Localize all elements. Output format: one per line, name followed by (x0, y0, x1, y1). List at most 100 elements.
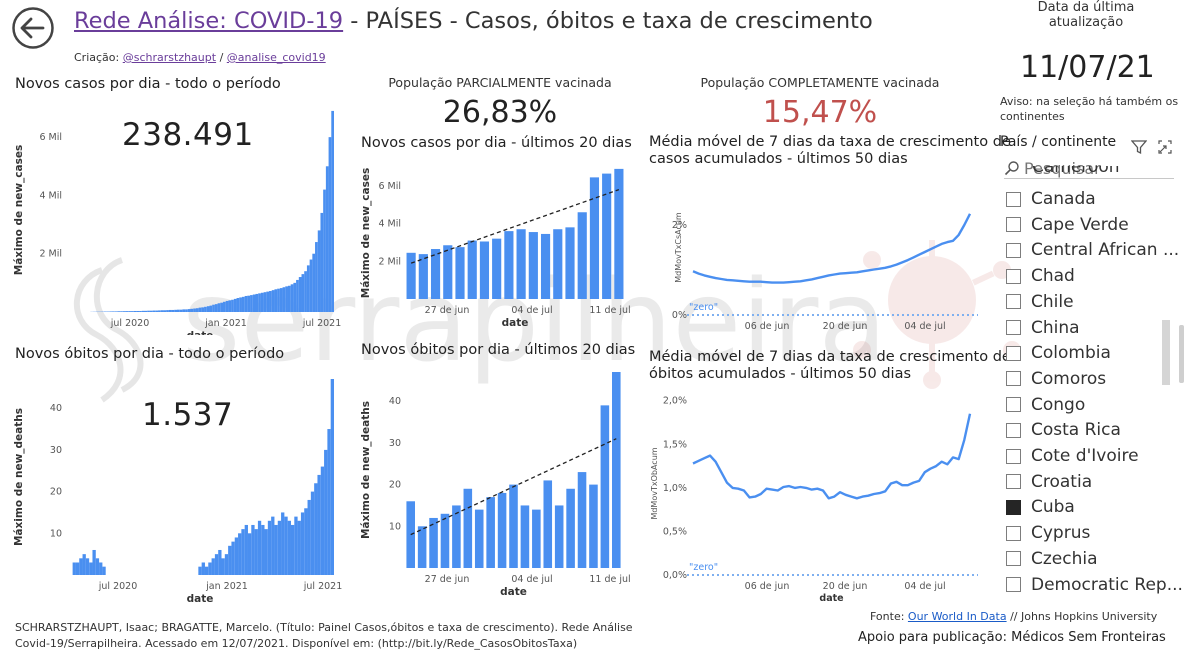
bar (553, 229, 563, 299)
slicer-item[interactable]: Chad (1006, 265, 1075, 287)
cases-total-title: Novos casos por dia - todo o período (15, 76, 281, 92)
bar (528, 232, 538, 299)
bar (190, 308, 194, 312)
slicer-checkbox[interactable] (1006, 577, 1021, 592)
deaths-20d-chart: 10 20 30 40 27 de jun 04 de jul 11 de jul date M… (360, 372, 631, 598)
slicer-item[interactable]: Congo (1006, 394, 1085, 416)
bar (231, 541, 235, 575)
slicer-checkbox[interactable] (1006, 268, 1021, 284)
bar (204, 306, 207, 312)
x-axis-title: date (819, 593, 843, 604)
owid-link[interactable]: Our World In Data (907, 610, 1007, 623)
search-input[interactable] (1024, 158, 1164, 178)
slicer-item-label: Cyprus (1031, 523, 1091, 544)
slicer-item[interactable]: Croatia (1006, 471, 1092, 493)
y-tick-label: 0,0% (663, 570, 687, 581)
slicer-item[interactable]: Central African ... (1006, 239, 1179, 261)
slicer-partial-item-label: Cameroon (1032, 166, 1120, 177)
slicer-checkbox[interactable] (1006, 525, 1021, 541)
bar (233, 298, 237, 312)
bar (304, 508, 308, 575)
slicer-checkbox[interactable] (1006, 448, 1021, 464)
bar (144, 310, 148, 312)
update-label-line2: atualização (1048, 15, 1124, 30)
bar (327, 429, 331, 575)
bar (589, 177, 600, 299)
bar (139, 310, 142, 312)
slicer-checkbox[interactable] (1006, 191, 1021, 207)
growth-cases-title-line1: Média móvel de 7 dias da taxa de crescim… (649, 134, 1011, 150)
bar (147, 310, 150, 312)
slicer-item[interactable]: Czechia (1006, 548, 1098, 570)
bar (85, 558, 90, 575)
slicer-item[interactable]: Canada (1006, 188, 1096, 210)
y-tick-label: 2% (672, 220, 687, 231)
credit-prefix: Criação: (74, 51, 123, 64)
slicer-item[interactable]: Comoros (1006, 368, 1106, 390)
y-axis-title: MdMovTxCsAcum (674, 212, 683, 283)
bar (315, 242, 318, 312)
slicer-checkbox[interactable] (1006, 551, 1021, 567)
slicer-item[interactable]: China (1006, 317, 1080, 339)
slicer-item[interactable]: Costa Rica (1006, 419, 1121, 441)
slicer-item[interactable]: Chile (1006, 291, 1074, 313)
slicer-search[interactable] (1004, 158, 1174, 179)
y-tick-label: 6 Mil (39, 132, 62, 143)
bar (136, 310, 140, 312)
slicer-scrollbar[interactable] (1179, 325, 1184, 383)
slicer-checkbox[interactable] (1006, 345, 1021, 361)
slicer-item[interactable]: Cyprus (1006, 522, 1090, 544)
bar (89, 562, 93, 575)
y-tick-label: 10 (389, 521, 401, 532)
slicer-checkbox[interactable] (1006, 294, 1021, 310)
cases-total-value: 238.491 (122, 117, 254, 153)
bar (174, 309, 177, 312)
x-tick-label: 04 de jul (904, 321, 945, 332)
slicer-item-label: Cape Verde (1031, 214, 1129, 235)
slicer-item[interactable]: Cuba (1006, 496, 1075, 518)
slicer-item[interactable]: Cape Verde (1006, 214, 1129, 236)
bar (566, 488, 575, 568)
bar (201, 307, 205, 312)
credit-user1-link[interactable]: @schrarstzhaupt (122, 51, 217, 64)
bar (149, 310, 153, 312)
bar (467, 240, 477, 299)
y-tick-label: 30 (389, 438, 401, 449)
bar (179, 309, 183, 312)
bar (274, 524, 278, 575)
credit-user2-link[interactable]: @analise_covid19 (226, 51, 326, 64)
bar (75, 562, 80, 575)
cases-20d-chart: 2 Mil 4 Mil 6 Mil 27 de jun 04 de jul 11 de j… (360, 168, 631, 329)
slicer-checkbox[interactable] (1006, 422, 1021, 438)
slicer-checkbox[interactable] (1006, 371, 1021, 387)
support-text: Apoio para publicação: Médicos Sem Front… (858, 630, 1166, 645)
filter-icon[interactable] (1130, 139, 1148, 155)
bar (244, 524, 248, 575)
bar (133, 310, 137, 312)
slicer-checkbox[interactable] (1006, 397, 1021, 413)
bar (614, 168, 624, 299)
slicer-title: País / continente (1000, 134, 1117, 150)
partial-vax-value: 26,83% (442, 95, 558, 130)
bar (565, 227, 575, 299)
slicer-item[interactable]: Cote d'Ivoire (1006, 445, 1139, 467)
bar (429, 517, 438, 568)
y-axis-title: Máximo de new_deaths (13, 408, 25, 546)
back-button[interactable] (11, 6, 55, 50)
slicer-checkbox[interactable] (1006, 242, 1021, 258)
brand-link[interactable]: Rede Análise: COVID-19 (74, 8, 344, 34)
y-tick-label: 20 (389, 480, 401, 491)
bar (304, 271, 307, 312)
expand-icon[interactable] (1157, 139, 1173, 155)
slicer-checkbox[interactable] (1006, 320, 1021, 335)
slicer-checkbox[interactable] (1006, 217, 1021, 233)
slicer-checkbox[interactable] (1006, 499, 1021, 515)
bar (418, 254, 428, 299)
trend-line (410, 189, 620, 264)
x-tick-label: jul 2021 (303, 581, 343, 592)
bar (239, 297, 242, 312)
slicer-item[interactable]: Democratic Rep... (1006, 574, 1183, 596)
slicer-checkbox[interactable] (1006, 474, 1021, 490)
bar (310, 491, 315, 575)
slicer-item[interactable]: Colombia (1006, 342, 1111, 364)
